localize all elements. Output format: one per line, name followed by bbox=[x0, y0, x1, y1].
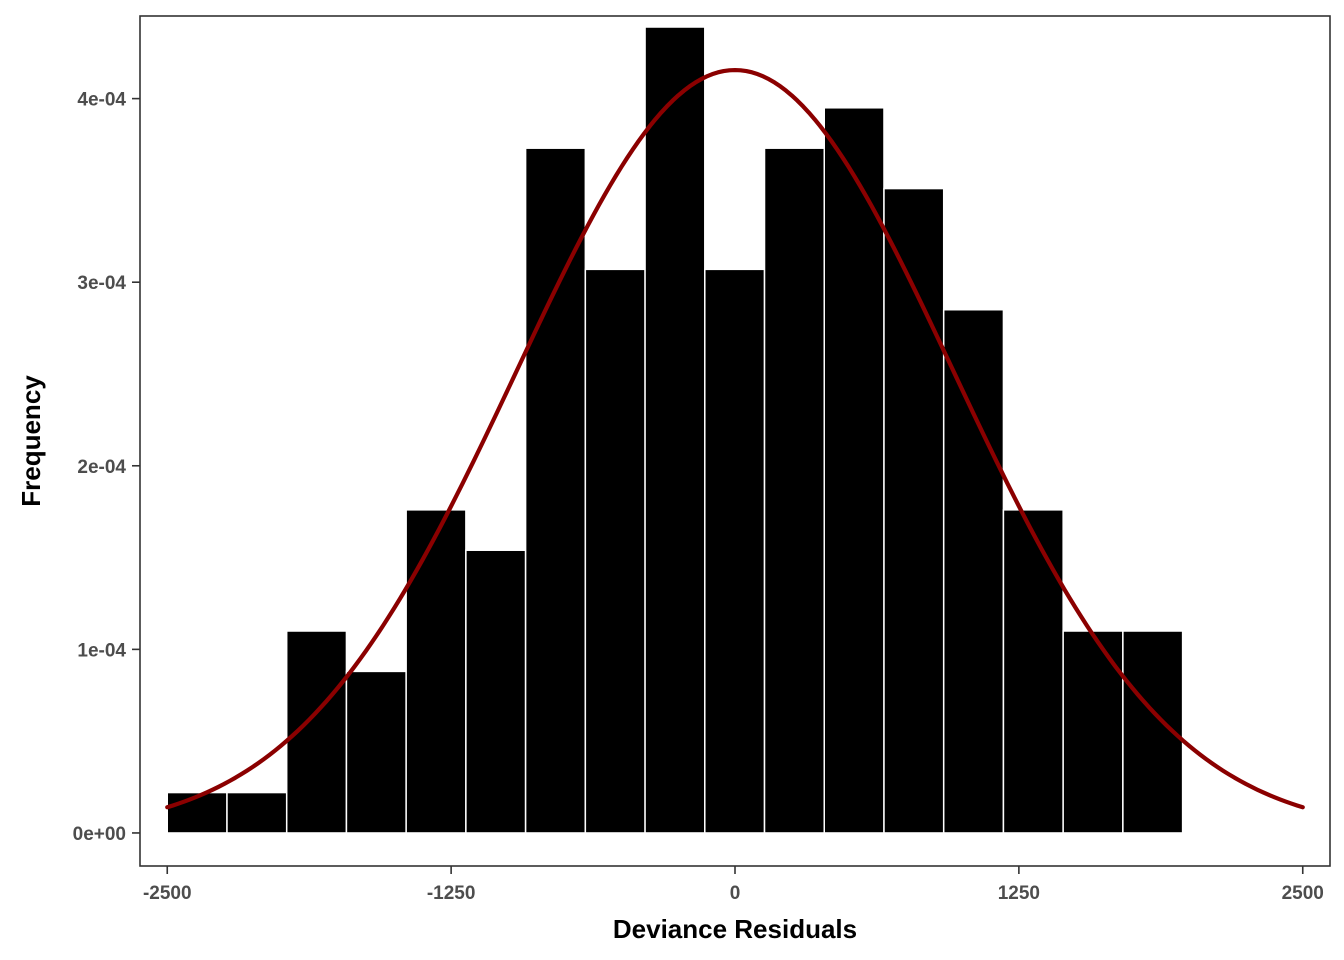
histogram-bar-6 bbox=[465, 549, 527, 834]
x-axis-title: Deviance Residuals bbox=[613, 914, 857, 944]
y-tick-label: 1e-04 bbox=[77, 640, 126, 661]
histogram-bar-15 bbox=[1002, 509, 1064, 834]
y-tick-label: 0e+00 bbox=[73, 824, 126, 845]
histogram-bar-9 bbox=[644, 26, 706, 834]
y-axis-title: Frequency bbox=[16, 375, 46, 507]
x-tick-label: 1250 bbox=[998, 883, 1040, 904]
bars-layer bbox=[166, 26, 1184, 834]
histogram-bar-8 bbox=[584, 268, 646, 834]
y-tick-label: 2e-04 bbox=[77, 457, 126, 478]
x-tick-label: 0 bbox=[730, 883, 741, 904]
histogram-bar-7 bbox=[524, 147, 587, 834]
histogram-bar-13 bbox=[883, 187, 945, 834]
histogram-bar-10 bbox=[704, 268, 766, 834]
histogram-bar-12 bbox=[823, 107, 885, 834]
y-axis: 0e+00 1e-04 2e-04 3e-04 4e-04 bbox=[73, 90, 140, 845]
y-tick-label: 4e-04 bbox=[77, 90, 126, 111]
histogram-bar-4 bbox=[345, 670, 407, 834]
x-tick-label: -2500 bbox=[143, 883, 192, 904]
density-curve bbox=[165, 67, 1305, 810]
histogram-bar-1 bbox=[166, 791, 228, 834]
x-tick-label: 2500 bbox=[1282, 883, 1324, 904]
histogram-bar-2 bbox=[226, 791, 288, 834]
x-tick-label: -1250 bbox=[427, 883, 476, 904]
histogram-bar-5 bbox=[405, 509, 467, 834]
y-tick-label: 3e-04 bbox=[77, 273, 126, 294]
histogram-bar-11 bbox=[763, 147, 825, 834]
x-axis: -2500 -1250 0 1250 2500 bbox=[143, 866, 1324, 904]
histogram-bar-14 bbox=[942, 308, 1005, 834]
